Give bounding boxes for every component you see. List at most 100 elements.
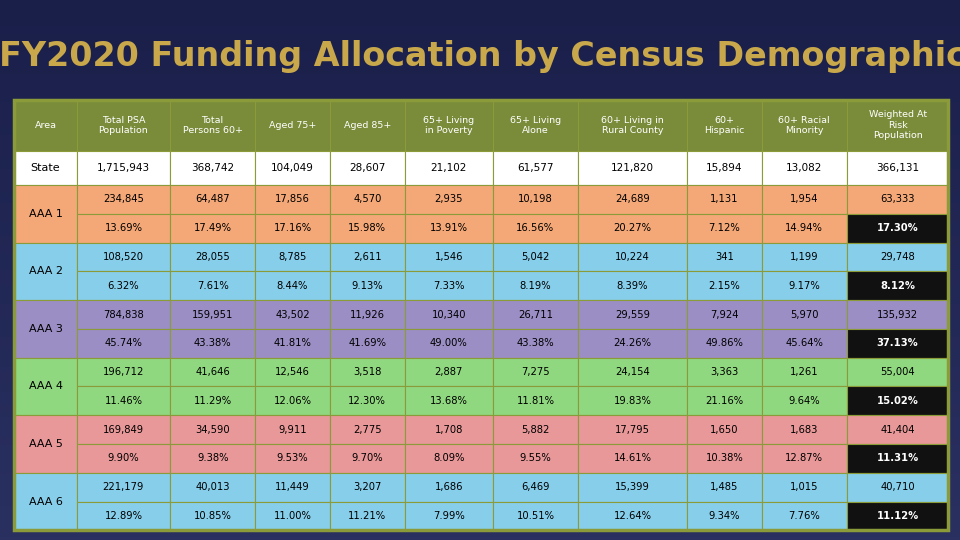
Bar [687,242,761,272]
Bar [330,502,404,530]
Text: 43,502: 43,502 [276,309,310,320]
Bar [14,100,948,530]
Bar [578,357,687,387]
Bar [170,100,255,151]
Text: 64,487: 64,487 [195,194,230,205]
Text: 12.64%: 12.64% [613,511,652,521]
Text: 9,911: 9,911 [278,424,307,435]
Text: 1,199: 1,199 [790,252,819,262]
Text: 2,611: 2,611 [353,252,381,262]
Bar [255,100,330,151]
Text: 12.89%: 12.89% [105,511,142,521]
Text: 17.49%: 17.49% [194,223,231,233]
Text: 7.33%: 7.33% [433,281,465,291]
Text: 7.99%: 7.99% [433,511,465,521]
Text: 8.39%: 8.39% [616,281,648,291]
Text: 11.46%: 11.46% [105,396,142,406]
Text: 11.12%: 11.12% [876,511,919,521]
Bar [404,100,492,151]
Text: 366,131: 366,131 [876,163,919,173]
Bar [761,329,847,357]
Bar [170,329,255,357]
Bar [492,444,578,472]
Bar [578,329,687,357]
Bar [404,329,492,357]
Bar [170,300,255,329]
Text: 9.34%: 9.34% [708,511,740,521]
Text: 37.13%: 37.13% [876,339,919,348]
Bar [847,300,948,329]
Text: Area: Area [35,121,57,130]
Bar [255,151,330,185]
Text: 65+ Living
Alone: 65+ Living Alone [510,116,561,135]
Bar [847,214,948,242]
Bar [14,185,77,242]
Bar [255,300,330,329]
Text: 21.16%: 21.16% [706,396,743,406]
Bar [77,444,170,472]
Bar [492,415,578,444]
Text: 21,102: 21,102 [430,163,467,173]
Text: 135,932: 135,932 [877,309,918,320]
Bar [255,444,330,472]
Bar [687,300,761,329]
Bar [847,329,948,357]
Bar [761,472,847,502]
Text: State: State [31,163,60,173]
Bar [761,151,847,185]
Text: Aged 75+: Aged 75+ [269,121,316,130]
Text: 8.12%: 8.12% [880,281,915,291]
Text: 221,179: 221,179 [103,482,144,492]
Text: 7,924: 7,924 [710,309,738,320]
Text: 14.94%: 14.94% [785,223,823,233]
Bar [77,100,170,151]
Text: Weighted At
Risk
Population: Weighted At Risk Population [869,110,926,140]
Bar [170,357,255,387]
Text: 2,887: 2,887 [435,367,463,377]
Bar [14,242,77,300]
Text: 11,926: 11,926 [349,309,385,320]
Text: 40,710: 40,710 [880,482,915,492]
Text: 6.32%: 6.32% [108,281,139,291]
Bar [170,415,255,444]
Text: 8.19%: 8.19% [519,281,551,291]
Text: 10,224: 10,224 [615,252,650,262]
Text: 65+ Living
in Poverty: 65+ Living in Poverty [423,116,474,135]
Bar [687,151,761,185]
Bar [77,415,170,444]
Bar [578,185,687,214]
Bar [687,185,761,214]
Bar [255,214,330,242]
Text: 34,590: 34,590 [195,424,230,435]
Bar [14,300,77,357]
Text: 9.55%: 9.55% [519,454,551,463]
Bar [492,357,578,387]
Text: 17.30%: 17.30% [876,223,919,233]
Text: 1,954: 1,954 [790,194,819,205]
Bar [255,472,330,502]
Text: 60+ Racial
Minority: 60+ Racial Minority [779,116,830,135]
Text: 41,646: 41,646 [195,367,230,377]
Text: 12.06%: 12.06% [274,396,312,406]
Bar [761,214,847,242]
Text: 8.44%: 8.44% [276,281,308,291]
Bar [687,502,761,530]
Bar [77,502,170,530]
Text: 12.87%: 12.87% [785,454,824,463]
Bar [687,357,761,387]
Bar [847,151,948,185]
Text: 10.51%: 10.51% [516,511,555,521]
Bar [255,415,330,444]
Text: 13.69%: 13.69% [105,223,142,233]
Bar [255,329,330,357]
Text: AAA 6: AAA 6 [29,496,62,507]
Text: 13.91%: 13.91% [430,223,468,233]
Text: 41.69%: 41.69% [348,339,386,348]
Bar [847,472,948,502]
Text: 159,951: 159,951 [192,309,233,320]
Text: 15.02%: 15.02% [876,396,919,406]
Bar [255,272,330,300]
Text: 28,055: 28,055 [195,252,230,262]
Bar [330,185,404,214]
Bar [330,415,404,444]
